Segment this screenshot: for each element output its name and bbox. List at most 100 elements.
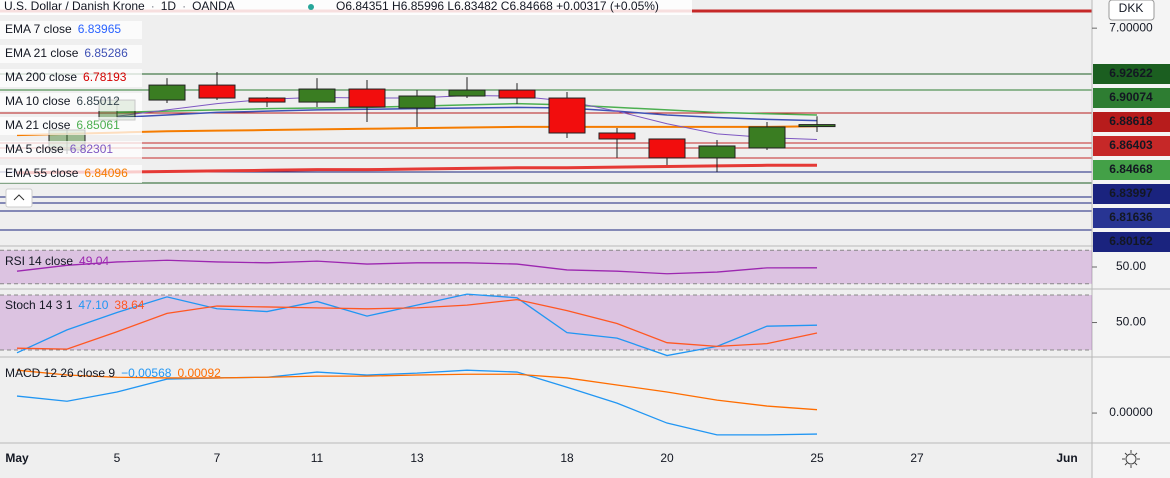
price-label-bg	[1093, 112, 1170, 132]
x-tick-label: May	[5, 451, 29, 465]
price-label: 6.83997	[1109, 186, 1153, 200]
price-label: 6.92622	[1109, 66, 1153, 80]
legend-bg	[0, 69, 142, 87]
legend-bg	[0, 45, 142, 63]
legend-item: EMA 55 close 6.84096	[5, 166, 128, 180]
pane-value: 0.00092	[177, 366, 221, 380]
legend-name: EMA 7 close	[5, 22, 72, 36]
legend-bg	[0, 93, 142, 111]
price-label-bg	[1093, 88, 1170, 108]
candle-body	[348, 88, 386, 108]
overlay: U.S. Dollar / Danish Krone · 1D · OANDA O6.8…	[0, 0, 1170, 468]
legend-bg	[0, 141, 142, 159]
x-tick-label: 25	[810, 451, 824, 465]
pane-legend: MACD 12 26 close 9 −0.00568 0.00092	[5, 366, 221, 380]
interval: 1D	[161, 0, 177, 13]
legend-bg	[0, 117, 142, 135]
pane-value: −0.00568	[121, 366, 172, 380]
x-tick-label: 11	[311, 451, 324, 465]
pane-title: Stoch 14 3 1	[5, 298, 73, 312]
candle-body	[648, 138, 686, 159]
legend-bg	[0, 165, 142, 183]
plot	[0, 72, 1092, 436]
sep: ·	[182, 0, 186, 13]
status-dot	[308, 4, 314, 10]
pane-value: 47.10	[78, 298, 108, 312]
currency: DKK	[1119, 1, 1144, 15]
legend-item: MA 5 close 6.82301	[5, 142, 113, 156]
candle-body	[798, 124, 836, 128]
source: OANDA	[192, 0, 235, 13]
x-tick-label: 18	[560, 451, 574, 465]
price-label-bg	[1093, 208, 1170, 228]
legend-name: MA 10 close	[5, 94, 71, 108]
x-tick-label: 20	[660, 451, 674, 465]
x-tick-label: 13	[410, 451, 424, 465]
legend-name: MA 5 close	[5, 142, 64, 156]
collapse-icon	[13, 194, 25, 201]
legend-item: MA 10 close 6.85012	[5, 94, 120, 108]
legend-value: 6.85061	[76, 118, 120, 132]
legend-value: 6.85286	[84, 46, 128, 60]
y-tick-label: 50.00	[1116, 259, 1146, 273]
legend-item: EMA 21 close 6.85286	[5, 46, 128, 60]
currency-badge[interactable]	[1108, 0, 1155, 21]
series-line	[16, 293, 818, 357]
candle-body	[198, 84, 236, 99]
x-tick-label: 7	[214, 451, 221, 465]
series-line	[116, 102, 818, 116]
legend-value: 6.82301	[70, 142, 114, 156]
candle-body	[548, 97, 586, 134]
x-tick-label: 5	[114, 451, 121, 465]
pane-value: 38.64	[114, 298, 144, 312]
price-label-bg	[1093, 136, 1170, 156]
header-symbol: U.S. Dollar / Danish Krone · 1D · OANDA	[4, 0, 235, 13]
legend-name: EMA 55 close	[5, 166, 79, 180]
collapse-button[interactable]	[5, 188, 33, 208]
series-line	[16, 163, 817, 175]
legend-name: MA 21 close	[5, 118, 71, 132]
legend-value: 6.83965	[78, 22, 122, 36]
price-label: 6.88618	[1109, 114, 1153, 128]
candle-body	[748, 126, 786, 149]
series-line	[116, 106, 818, 122]
legend-item: EMA 7 close 6.83965	[5, 22, 121, 36]
band	[0, 295, 1092, 351]
settings-icon[interactable]	[1122, 450, 1140, 468]
pane-legend: RSI 14 close 49.04	[5, 254, 109, 268]
symbol: U.S. Dollar / Danish Krone	[4, 0, 145, 13]
legend-name: EMA 21 close	[5, 46, 79, 60]
legend-item: MA 21 close 6.85061	[5, 118, 120, 132]
legend-name: MA 200 close	[5, 70, 77, 84]
x-tick-label: Jun	[1056, 451, 1077, 465]
legend-value: 6.85012	[76, 94, 120, 108]
legend-value: 6.78193	[83, 70, 127, 84]
pane-legend: Stoch 14 3 1 47.10 38.64	[5, 298, 145, 312]
series-line	[16, 369, 818, 436]
candle-body	[398, 95, 436, 109]
candle-body	[298, 88, 336, 103]
candle-body	[448, 89, 486, 97]
header-ohlc: O6.84351 H6.85996 L6.83482 C6.84668 +0.0…	[336, 0, 659, 13]
candle-body	[248, 97, 286, 103]
price-label: 6.90074	[1109, 90, 1153, 104]
candle-body	[598, 132, 636, 140]
header-bg	[0, 0, 692, 15]
series-line	[16, 298, 818, 350]
candle-body	[148, 84, 186, 101]
x-tick-label: 27	[910, 451, 924, 465]
legend-bg	[0, 21, 142, 39]
candle-body	[498, 89, 536, 99]
candle-body	[698, 145, 736, 159]
price-label-bg	[1093, 184, 1170, 204]
pane-title: RSI 14 close	[5, 254, 73, 268]
pane-value: 49.04	[79, 254, 109, 268]
series-line	[16, 259, 818, 275]
y-tick-label: 0.00000	[1109, 405, 1153, 419]
price-label: 6.81636	[1109, 210, 1153, 224]
price-label: 6.86403	[1109, 138, 1153, 152]
price-label: 6.80162	[1109, 234, 1153, 248]
